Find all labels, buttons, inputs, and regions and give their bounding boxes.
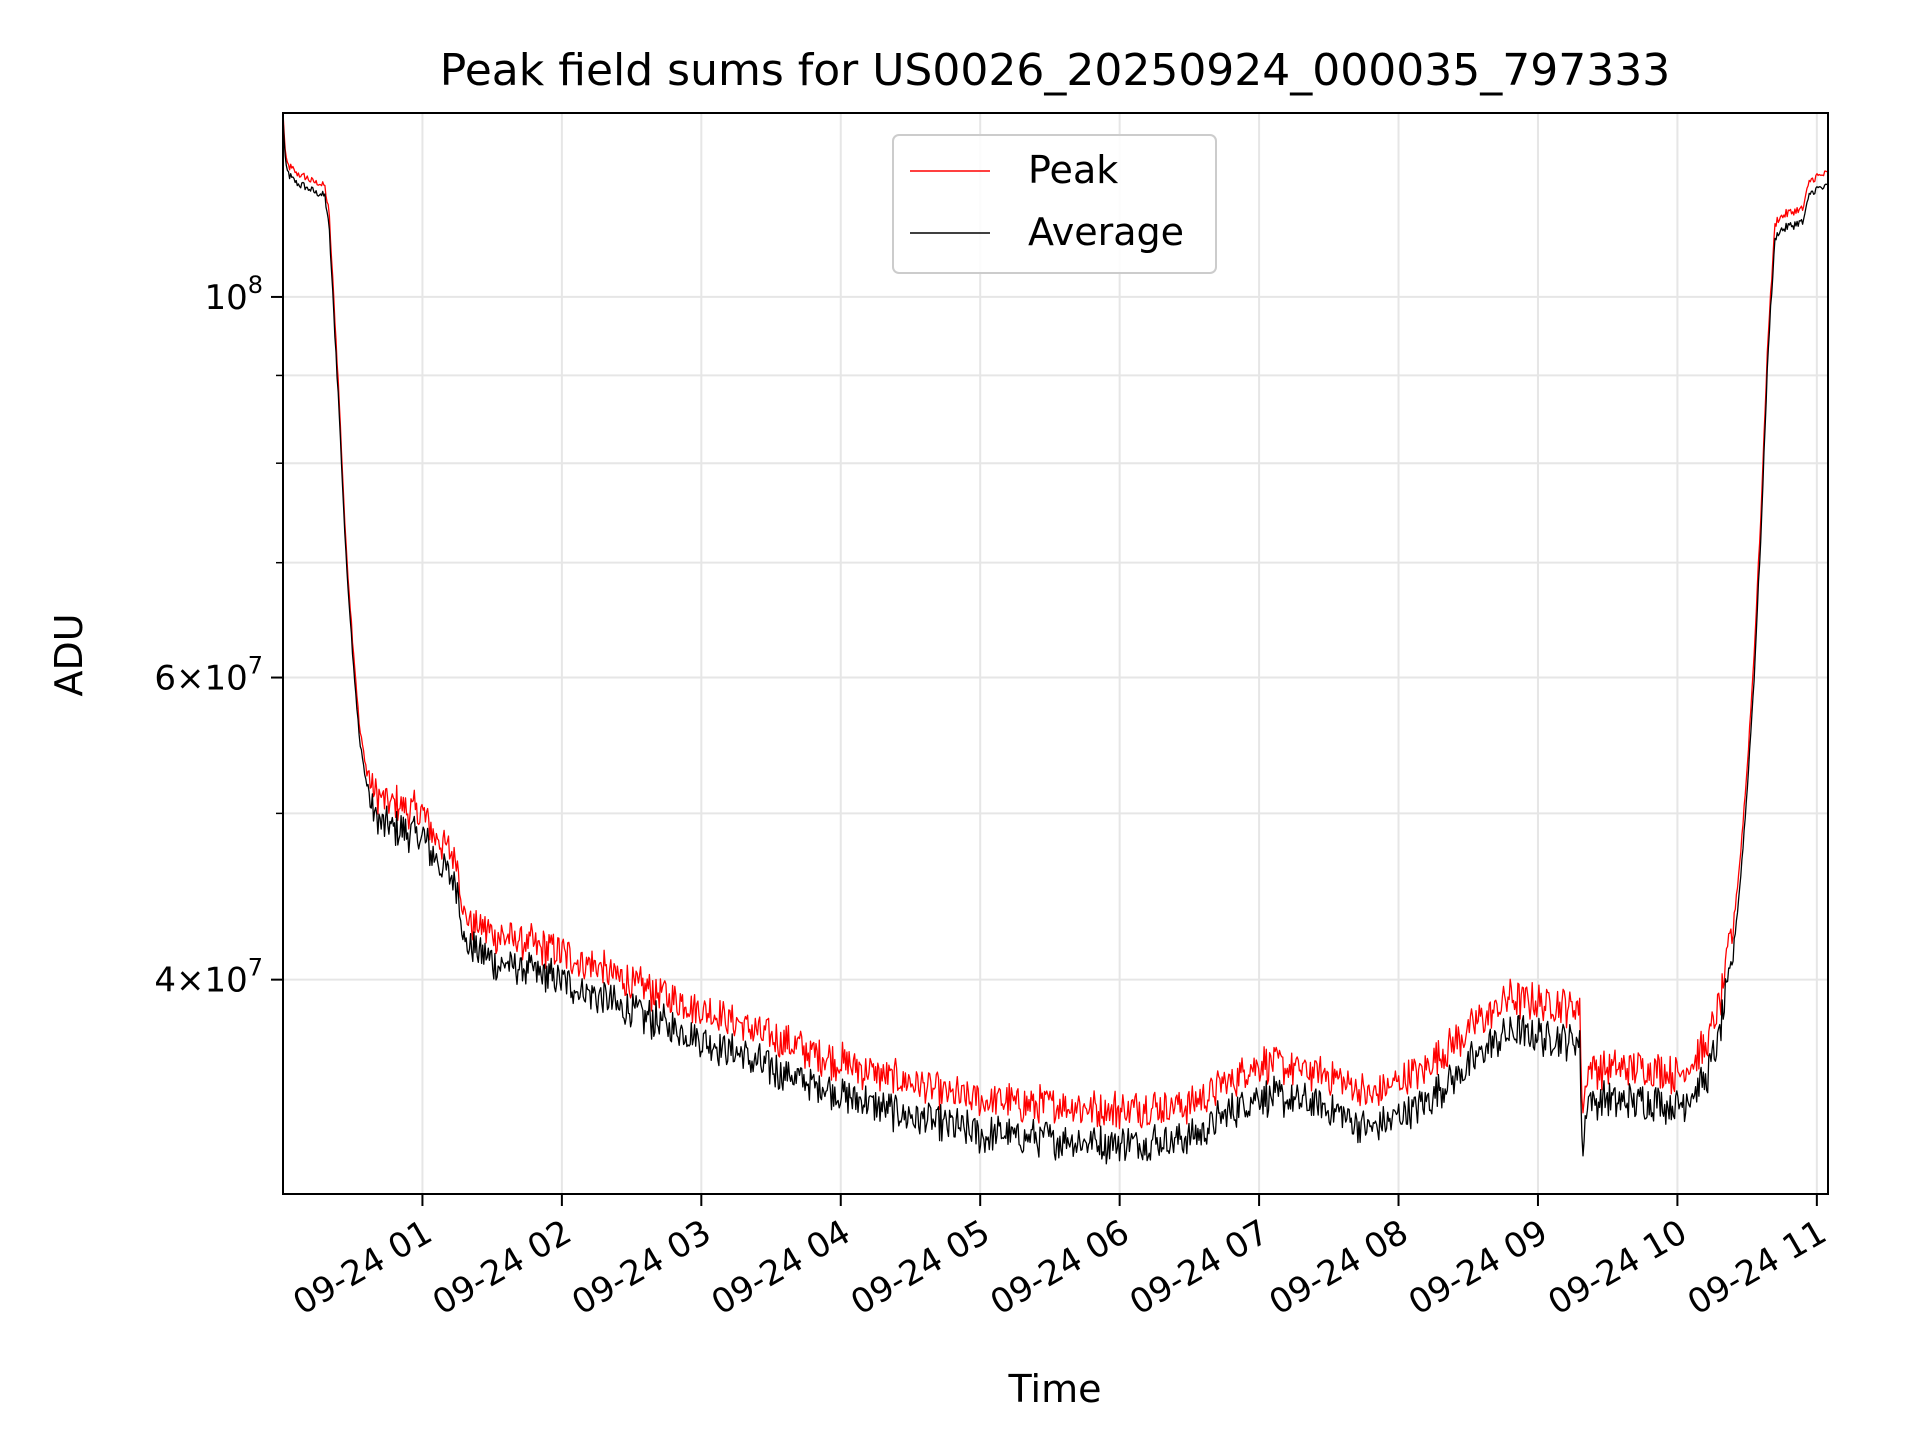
y-tick-label: 108 xyxy=(204,271,263,318)
y-tick-label: 6×107 xyxy=(154,652,263,699)
y-tick-label: 4×107 xyxy=(154,954,263,1001)
y-axis: 108 6×107 4×107 xyxy=(154,271,283,1001)
x-axis-label: Time xyxy=(1008,1367,1102,1411)
plot-frame xyxy=(282,112,1829,1195)
series-line-peak xyxy=(283,113,1828,1130)
legend: Peak Average xyxy=(892,134,1217,274)
legend-box xyxy=(892,134,1217,274)
grid xyxy=(283,113,1828,1194)
legend-label-peak: Peak xyxy=(1028,148,1118,192)
y-axis-label: ADU xyxy=(47,613,91,696)
legend-label-average: Average xyxy=(1028,210,1184,254)
series-line-average xyxy=(283,117,1828,1165)
chart-title: Peak field sums for US0026_20250924_0000… xyxy=(440,45,1670,96)
series-lines xyxy=(283,113,1828,1165)
